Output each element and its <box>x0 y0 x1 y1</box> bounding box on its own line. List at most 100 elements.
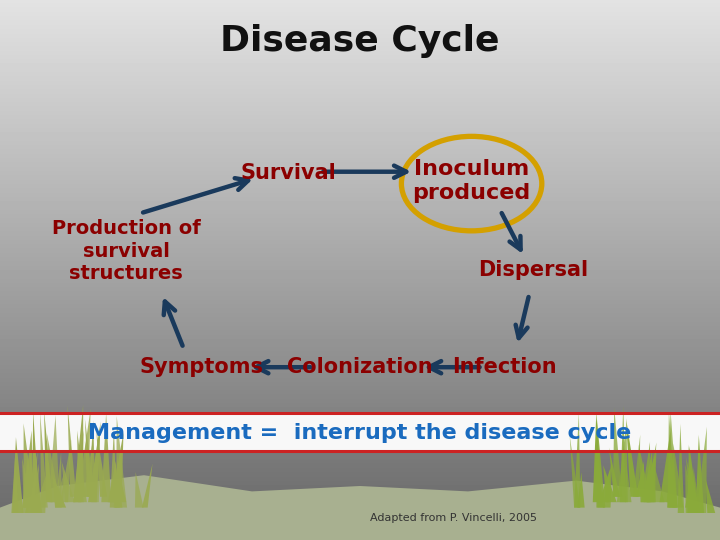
Polygon shape <box>647 451 656 502</box>
Polygon shape <box>44 411 53 502</box>
Polygon shape <box>142 463 153 508</box>
Polygon shape <box>40 413 48 508</box>
Polygon shape <box>625 455 631 502</box>
Polygon shape <box>22 458 34 508</box>
Polygon shape <box>32 411 40 508</box>
Polygon shape <box>570 436 580 508</box>
Polygon shape <box>596 419 606 508</box>
Polygon shape <box>34 472 47 513</box>
Text: Disease Cycle: Disease Cycle <box>220 24 500 58</box>
Polygon shape <box>55 469 65 502</box>
Polygon shape <box>686 457 698 508</box>
Polygon shape <box>114 455 120 508</box>
Text: Dispersal: Dispersal <box>478 260 588 280</box>
Polygon shape <box>102 413 112 502</box>
Text: Colonization: Colonization <box>287 357 433 377</box>
Polygon shape <box>24 423 35 508</box>
Polygon shape <box>603 465 617 502</box>
Polygon shape <box>109 428 117 508</box>
Polygon shape <box>609 448 620 497</box>
Polygon shape <box>636 461 644 497</box>
Text: Symptoms: Symptoms <box>140 357 264 377</box>
Polygon shape <box>598 468 604 508</box>
Polygon shape <box>68 406 76 497</box>
Polygon shape <box>688 446 698 513</box>
Polygon shape <box>77 430 87 502</box>
Polygon shape <box>685 464 697 513</box>
Polygon shape <box>108 461 116 502</box>
Polygon shape <box>667 411 678 502</box>
Polygon shape <box>78 408 91 497</box>
Polygon shape <box>639 445 651 502</box>
Polygon shape <box>620 406 626 502</box>
Polygon shape <box>641 442 650 502</box>
Polygon shape <box>688 444 694 513</box>
Polygon shape <box>109 468 120 502</box>
Polygon shape <box>691 467 701 513</box>
Polygon shape <box>643 456 654 497</box>
Polygon shape <box>626 418 638 497</box>
Polygon shape <box>633 435 640 497</box>
Polygon shape <box>55 451 62 508</box>
Bar <box>0 413 720 451</box>
Polygon shape <box>22 430 34 508</box>
Polygon shape <box>85 418 95 497</box>
Polygon shape <box>12 452 19 513</box>
Polygon shape <box>643 450 654 497</box>
Text: Inoculum
produced: Inoculum produced <box>413 159 531 203</box>
Text: Management =  interrupt the disease cycle: Management = interrupt the disease cycle <box>89 423 631 443</box>
Polygon shape <box>22 454 28 513</box>
Polygon shape <box>644 452 657 502</box>
Polygon shape <box>117 469 126 502</box>
Polygon shape <box>29 451 37 508</box>
Polygon shape <box>599 468 611 502</box>
Polygon shape <box>89 420 96 497</box>
Text: Survival: Survival <box>240 163 336 183</box>
Polygon shape <box>678 424 684 513</box>
Polygon shape <box>53 475 66 508</box>
Polygon shape <box>660 431 670 502</box>
Polygon shape <box>696 427 707 513</box>
Polygon shape <box>91 426 100 502</box>
Polygon shape <box>116 416 127 508</box>
Polygon shape <box>48 415 60 502</box>
Polygon shape <box>88 422 101 502</box>
Polygon shape <box>706 480 715 513</box>
Polygon shape <box>574 412 580 508</box>
Polygon shape <box>617 422 628 502</box>
Polygon shape <box>667 467 675 502</box>
Polygon shape <box>31 453 42 513</box>
Text: Infection: Infection <box>451 357 557 377</box>
Polygon shape <box>577 472 585 508</box>
Polygon shape <box>135 472 143 508</box>
Polygon shape <box>60 440 71 502</box>
Text: Production of
survival
structures: Production of survival structures <box>52 219 200 284</box>
Polygon shape <box>593 411 602 502</box>
Polygon shape <box>29 451 37 508</box>
Polygon shape <box>111 433 123 502</box>
Polygon shape <box>73 450 84 502</box>
Text: Adapted from P. Vincelli, 2005: Adapted from P. Vincelli, 2005 <box>370 514 537 523</box>
Polygon shape <box>647 443 657 502</box>
Polygon shape <box>114 459 122 508</box>
Polygon shape <box>667 411 675 508</box>
Polygon shape <box>73 405 84 497</box>
Polygon shape <box>685 472 696 508</box>
Polygon shape <box>25 475 35 513</box>
Polygon shape <box>85 441 94 497</box>
Polygon shape <box>12 437 24 513</box>
Polygon shape <box>667 461 678 508</box>
Polygon shape <box>30 463 39 513</box>
Polygon shape <box>96 430 107 497</box>
Polygon shape <box>654 467 665 502</box>
Polygon shape <box>47 433 60 502</box>
Polygon shape <box>603 460 612 508</box>
Polygon shape <box>62 462 75 502</box>
Polygon shape <box>73 430 84 502</box>
Polygon shape <box>696 435 704 513</box>
Polygon shape <box>0 475 720 540</box>
Polygon shape <box>669 455 678 508</box>
Polygon shape <box>672 443 683 508</box>
Polygon shape <box>613 408 622 497</box>
Polygon shape <box>84 438 93 497</box>
